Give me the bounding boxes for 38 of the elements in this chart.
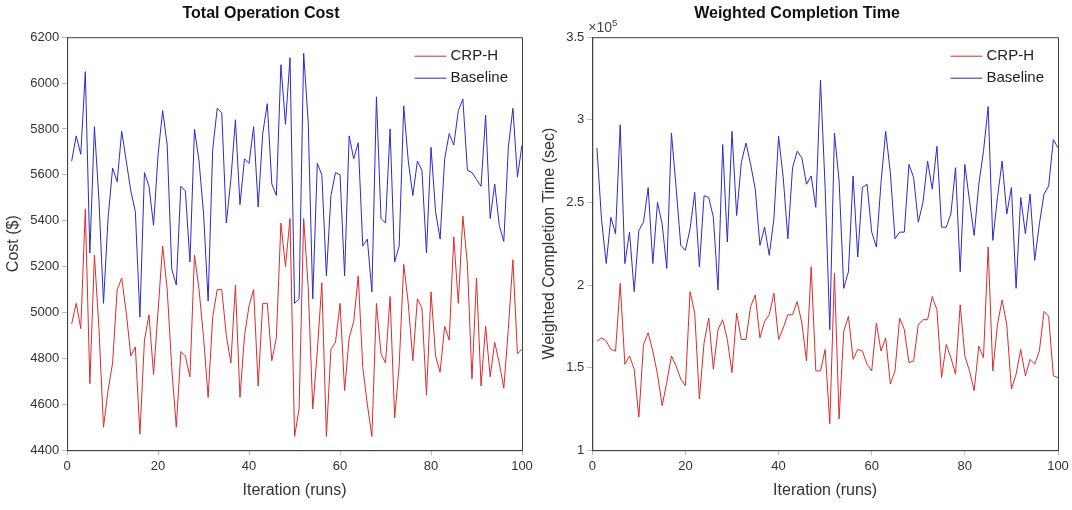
y-tick-label: 4800 — [30, 350, 60, 365]
chart-title: Weighted Completion Time — [694, 4, 900, 22]
y-tick-label: 2.5 — [566, 193, 585, 209]
y-tick-label: 5200 — [30, 258, 60, 274]
x-tick-label: 80 — [957, 457, 973, 473]
y-axis-title: Cost ($) — [4, 215, 22, 273]
x-tick-label: 100 — [511, 457, 533, 473]
y-tick-label: 3.5 — [566, 28, 585, 44]
x-tick-label: 0 — [588, 457, 596, 473]
y-tick-label: 6200 — [30, 28, 60, 44]
y-tick-label: 4600 — [30, 395, 60, 411]
x-tick-label: 20 — [150, 457, 166, 473]
legend-label: CRP-H — [450, 46, 498, 64]
y-axis-title: Weighted Completion Time (sec) — [540, 127, 558, 360]
y-tick-label: 1.5 — [566, 359, 585, 375]
x-tick-label: 80 — [423, 457, 439, 473]
x-tick-label: 20 — [678, 457, 693, 473]
y-tick-label: 6000 — [30, 74, 60, 90]
x-tick-label: 40 — [771, 457, 786, 473]
x-tick-label: 100 — [1047, 457, 1069, 473]
legend-label: Baseline — [986, 68, 1045, 86]
x-tick-label: 60 — [332, 457, 348, 473]
y-tick-label: 4400 — [30, 441, 60, 457]
x-tick-label: 0 — [63, 457, 71, 473]
x-tick-label: 60 — [864, 457, 879, 473]
y-tick-label: 3 — [577, 111, 585, 127]
y-tick-label: 5000 — [30, 304, 60, 320]
chart-title: Total Operation Cost — [182, 4, 341, 22]
x-axis-title: Iteration (runs) — [242, 480, 347, 498]
y-tick-label: 1 — [577, 441, 585, 457]
y-tick-label: 5800 — [30, 120, 60, 136]
x-axis-title: Iteration (runs) — [773, 480, 878, 498]
y-tick-label: 5400 — [30, 212, 60, 228]
y-tick-label: 5600 — [30, 166, 60, 182]
legend-label: Baseline — [450, 68, 509, 86]
y-tick-label: 2 — [577, 276, 585, 292]
x-tick-label: 40 — [241, 457, 257, 473]
legend-label: CRP-H — [986, 46, 1034, 64]
